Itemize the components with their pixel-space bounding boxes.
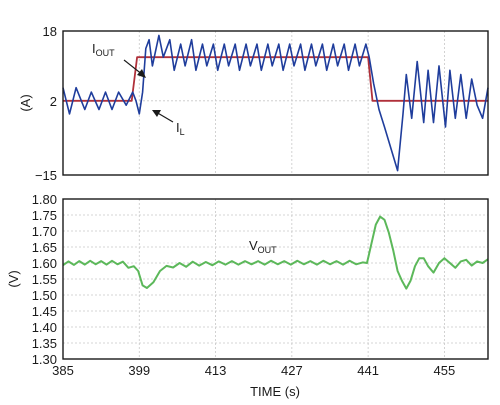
voltage-plot-area — [62, 215, 489, 290]
voltage-y-tick-label: 1.60 — [32, 256, 57, 271]
time-x-tick-label: 441 — [357, 363, 379, 378]
current-y-tick-label: 18 — [43, 24, 57, 39]
current-plot-frame — [62, 30, 489, 176]
v-out-series-line — [62, 215, 489, 290]
voltage-y-tick-label: 1.65 — [32, 240, 57, 255]
current-y-axis-label: (A) — [18, 94, 33, 111]
i-l-annotation: IL — [176, 120, 185, 137]
current-plot-area — [62, 34, 489, 172]
time-x-tick-label: 413 — [205, 363, 227, 378]
i-out-arrowhead — [137, 69, 146, 78]
current-y-tick-label: −15 — [35, 168, 57, 183]
time-x-tick-label: 399 — [128, 363, 150, 378]
i-out-annotation: IOUT — [92, 41, 115, 58]
current-y-tick-label: 2 — [50, 94, 57, 109]
time-x-tick-label: 455 — [434, 363, 456, 378]
i-out-series-line — [63, 56, 488, 102]
voltage-y-tick-label: 1.55 — [32, 272, 57, 287]
voltage-y-tick-label: 1.35 — [32, 336, 57, 351]
time-x-tick-label: 427 — [281, 363, 303, 378]
time-x-axis-label: TIME (s) — [250, 384, 300, 399]
voltage-panel: 1.801.751.701.651.601.551.501.451.401.35… — [6, 192, 489, 399]
time-x-tick-labels: 385 399 413 427 441 455 — [52, 363, 455, 378]
voltage-plot-frame — [62, 198, 489, 360]
voltage-grid — [63, 199, 488, 359]
current-y-tick-labels: 18 2 −15 — [35, 24, 57, 183]
voltage-y-tick-labels: 1.801.751.701.651.601.551.501.451.401.35… — [32, 192, 57, 367]
v-out-annotation: VOUT — [249, 238, 277, 255]
voltage-y-tick-label: 1.45 — [32, 304, 57, 319]
voltage-y-tick-label: 1.75 — [32, 208, 57, 223]
voltage-y-tick-label: 1.70 — [32, 224, 57, 239]
voltage-y-tick-label: 1.80 — [32, 192, 57, 207]
i-l-series-line — [62, 34, 489, 172]
voltage-y-tick-label: 1.40 — [32, 320, 57, 335]
i-l-arrowhead — [152, 110, 161, 117]
time-x-tick-label: 385 — [52, 363, 74, 378]
voltage-y-tick-label: 1.30 — [32, 352, 57, 367]
current-panel: 18 2 −15 (A) IOUT IL — [18, 24, 489, 183]
voltage-y-tick-label: 1.50 — [32, 288, 57, 303]
voltage-y-axis-label: (V) — [6, 270, 21, 287]
